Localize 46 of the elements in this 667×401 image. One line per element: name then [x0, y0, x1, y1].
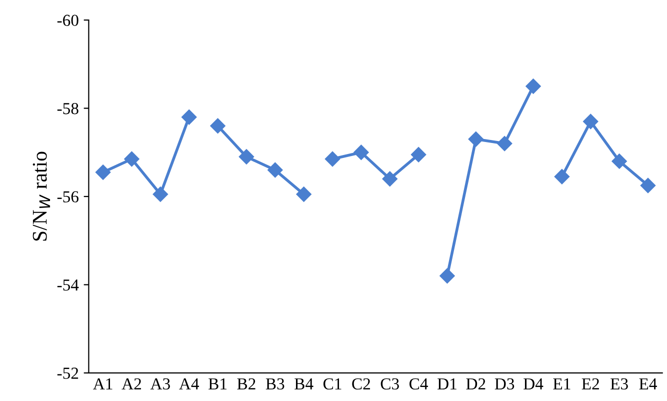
x-tick-label: C1 — [323, 378, 342, 390]
y-tick-label: -60 — [57, 14, 78, 26]
point — [238, 149, 254, 164]
x-tick-label: C2 — [352, 378, 370, 390]
point — [640, 178, 656, 194]
x-tick-label: B2 — [237, 378, 256, 390]
x-tick-label: D2 — [466, 378, 486, 390]
y-tick-label: -52 — [57, 368, 78, 379]
x-tick-label: C4 — [410, 378, 428, 390]
point — [124, 151, 140, 167]
y-axis-title: S/N$_{W}$ ratio — [32, 152, 50, 241]
x-tick-label: A2 — [122, 378, 141, 390]
point — [382, 171, 398, 186]
x-tick-label: A3 — [150, 378, 170, 390]
point — [268, 162, 283, 178]
point — [497, 136, 512, 152]
point — [526, 78, 541, 94]
x-tick-label: B1 — [208, 378, 226, 390]
point — [554, 169, 570, 184]
point — [612, 154, 627, 169]
x-tick-label: E3 — [610, 378, 628, 390]
x-tick-label: B4 — [294, 378, 314, 390]
y-tick-label: -58 — [57, 102, 78, 114]
point — [152, 186, 168, 202]
x-tick-label: D4 — [524, 378, 544, 390]
x-tick-label: E2 — [582, 378, 599, 390]
point — [583, 114, 598, 130]
point — [210, 118, 226, 134]
point — [296, 186, 312, 202]
x-tick-label: A1 — [93, 378, 112, 390]
point — [354, 144, 369, 160]
point — [468, 132, 484, 147]
point — [324, 151, 340, 167]
point — [440, 268, 455, 284]
x-tick-label: D3 — [494, 378, 514, 390]
x-tick-label: E4 — [639, 378, 657, 390]
point — [182, 110, 197, 125]
x-tick-label: C3 — [380, 378, 399, 390]
x-tick-label: E1 — [553, 378, 570, 390]
x-tick-label: A4 — [179, 378, 200, 390]
y-tick-label: -54 — [57, 280, 79, 291]
x-tick-label: B3 — [266, 378, 284, 390]
point — [410, 147, 426, 162]
y-tick-label: -56 — [57, 191, 78, 202]
point — [95, 164, 111, 180]
x-tick-label: D1 — [438, 378, 456, 390]
